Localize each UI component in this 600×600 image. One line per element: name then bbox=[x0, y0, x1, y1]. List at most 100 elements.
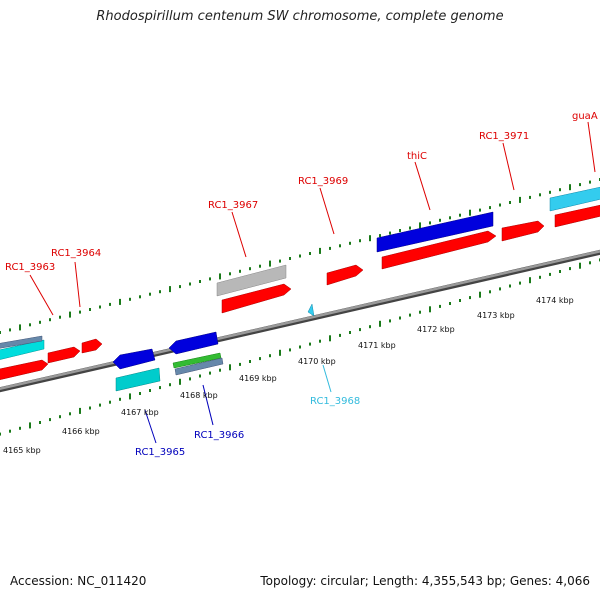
label-rc1-3967[interactable]: RC1_3967 bbox=[208, 200, 258, 211]
label-rc1-3964[interactable]: RC1_3964 bbox=[51, 248, 101, 259]
major-tick bbox=[419, 222, 421, 229]
minor-tick bbox=[579, 183, 581, 187]
gene-small-arrow[interactable] bbox=[81, 338, 103, 354]
minor-tick bbox=[289, 348, 291, 352]
gene-rc1-3971-arrow[interactable] bbox=[501, 220, 545, 242]
gene-thic-arrow[interactable] bbox=[381, 230, 497, 270]
minor-tick bbox=[349, 331, 351, 334]
minor-tick bbox=[89, 308, 91, 311]
major-tick bbox=[319, 247, 321, 254]
minor-tick bbox=[569, 267, 571, 271]
minor-tick bbox=[169, 383, 171, 387]
minor-tick bbox=[309, 342, 311, 346]
minor-tick bbox=[79, 310, 81, 314]
gene-cyan-lower-1[interactable] bbox=[115, 367, 161, 392]
minor-tick bbox=[429, 221, 431, 225]
minor-tick bbox=[369, 325, 371, 329]
minor-tick bbox=[139, 392, 141, 395]
minor-tick bbox=[329, 246, 331, 250]
minor-tick bbox=[539, 275, 541, 279]
gene-steel-lower[interactable] bbox=[174, 357, 224, 376]
minor-tick bbox=[259, 357, 261, 361]
minor-tick bbox=[499, 287, 501, 291]
minor-tick bbox=[339, 333, 341, 337]
minor-tick bbox=[209, 277, 211, 281]
minor-tick bbox=[0, 432, 1, 436]
gene-blue-lower-1[interactable] bbox=[112, 348, 156, 370]
gene-lightblue-upper[interactable] bbox=[549, 185, 600, 212]
gene-rc1-3964-arrow[interactable] bbox=[47, 346, 81, 364]
scale-label-4168: 4168 kbp bbox=[180, 391, 218, 400]
minor-tick bbox=[49, 418, 51, 422]
minor-tick bbox=[59, 315, 61, 319]
gene-rc1-3968-arrow[interactable] bbox=[307, 303, 315, 317]
gene-blue-lower-2[interactable] bbox=[168, 331, 219, 355]
label-rc1-3963[interactable]: RC1_3963 bbox=[5, 262, 55, 273]
accession-text: Accession: NC_011420 bbox=[10, 574, 147, 588]
minor-tick bbox=[439, 304, 441, 308]
minor-tick bbox=[149, 292, 151, 296]
major-tick bbox=[19, 324, 21, 331]
minor-tick bbox=[39, 421, 41, 424]
lower-tick-track bbox=[0, 258, 600, 436]
minor-tick bbox=[109, 400, 111, 404]
minor-tick bbox=[469, 296, 471, 300]
scale-label-4171: 4171 kbp bbox=[358, 341, 396, 350]
gene-rc1-3969-arrow[interactable] bbox=[326, 264, 364, 286]
minor-tick bbox=[159, 290, 161, 294]
label-guaa[interactable]: guaA bbox=[572, 111, 598, 122]
gene-rc1-3967-arrow[interactable] bbox=[221, 283, 292, 314]
gene-rc1-3963-arrow[interactable] bbox=[0, 359, 49, 382]
label-rc1-3968[interactable]: RC1_3968 bbox=[310, 396, 360, 407]
minor-tick bbox=[509, 284, 511, 288]
minor-tick bbox=[459, 213, 461, 217]
minor-tick bbox=[279, 259, 281, 263]
minor-tick bbox=[269, 354, 271, 358]
minor-tick bbox=[409, 226, 411, 230]
minor-tick bbox=[259, 264, 261, 268]
label-thic[interactable]: thiC bbox=[407, 151, 427, 162]
minor-tick bbox=[249, 267, 251, 271]
scale-label-4170: 4170 kbp bbox=[298, 357, 336, 366]
major-tick bbox=[69, 311, 71, 318]
major-tick bbox=[379, 320, 381, 327]
minor-tick bbox=[589, 180, 591, 184]
gene-steel-upper[interactable] bbox=[0, 335, 43, 350]
major-tick bbox=[519, 196, 521, 203]
gene-gray-upper[interactable] bbox=[216, 264, 287, 297]
major-tick bbox=[169, 286, 171, 293]
minor-tick bbox=[19, 426, 21, 430]
minor-tick bbox=[129, 297, 131, 301]
label-rc1-3965[interactable]: RC1_3965 bbox=[135, 447, 185, 458]
minor-tick bbox=[69, 412, 71, 416]
minor-tick bbox=[159, 386, 161, 390]
minor-tick bbox=[209, 371, 211, 375]
minor-tick bbox=[299, 254, 301, 258]
label-rc1-3966[interactable]: RC1_3966 bbox=[194, 430, 244, 441]
major-tick bbox=[429, 306, 431, 313]
minor-tick bbox=[49, 318, 51, 322]
major-tick bbox=[269, 260, 271, 267]
minor-tick bbox=[249, 360, 251, 363]
label-rc1-3971[interactable]: RC1_3971 bbox=[479, 131, 529, 142]
genome-summary-text: Topology: circular; Length: 4,355,543 bp… bbox=[260, 574, 590, 588]
scale-label-4173: 4173 kbp bbox=[477, 311, 515, 320]
minor-tick bbox=[349, 241, 351, 245]
major-tick bbox=[529, 277, 531, 284]
major-tick bbox=[29, 422, 31, 429]
minor-tick bbox=[179, 285, 181, 289]
minor-tick bbox=[109, 302, 111, 306]
gene-blue-upper[interactable] bbox=[376, 211, 494, 253]
gene-guaa-arrow[interactable] bbox=[554, 203, 600, 228]
upper-tick-track bbox=[0, 178, 600, 334]
major-tick bbox=[329, 335, 331, 342]
minor-tick bbox=[419, 310, 421, 314]
minor-tick bbox=[559, 188, 561, 192]
major-tick bbox=[129, 393, 131, 400]
major-tick bbox=[229, 364, 231, 371]
minor-tick bbox=[399, 229, 401, 232]
label-rc1-3969[interactable]: RC1_3969 bbox=[298, 176, 348, 187]
minor-tick bbox=[489, 206, 491, 210]
minor-tick bbox=[359, 239, 361, 243]
